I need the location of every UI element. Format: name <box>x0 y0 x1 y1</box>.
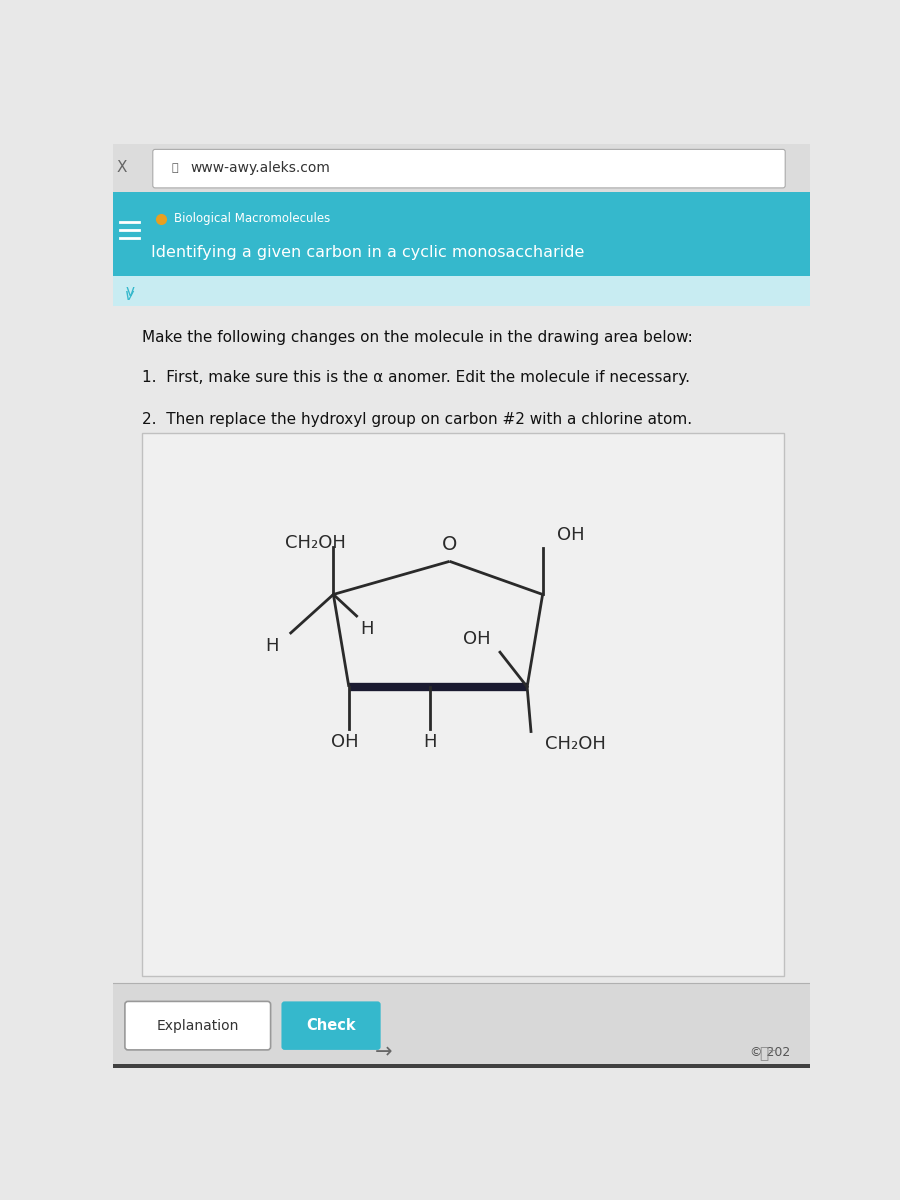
Text: →: → <box>375 1043 392 1063</box>
FancyBboxPatch shape <box>282 1001 381 1050</box>
Text: Explanation: Explanation <box>157 1019 238 1033</box>
Text: H: H <box>266 637 279 655</box>
Text: 🔒: 🔒 <box>171 163 178 173</box>
Text: ⓘ⁺: ⓘ⁺ <box>759 1045 776 1060</box>
Text: Make the following changes on the molecule in the drawing area below:: Make the following changes on the molecu… <box>142 330 693 346</box>
Text: CH₂OH: CH₂OH <box>285 534 346 552</box>
FancyBboxPatch shape <box>112 306 810 1068</box>
Text: OH: OH <box>464 630 490 648</box>
FancyBboxPatch shape <box>153 149 785 188</box>
Text: Biological Macromolecules: Biological Macromolecules <box>175 212 331 226</box>
FancyBboxPatch shape <box>112 1064 810 1068</box>
Text: 2.  Then replace the hydroxyl group on carbon #2 with a chlorine atom.: 2. Then replace the hydroxyl group on ca… <box>142 412 692 427</box>
FancyBboxPatch shape <box>112 276 810 306</box>
Text: 1.  First, make sure this is the α anomer. Edit the molecule if necessary.: 1. First, make sure this is the α anomer… <box>142 371 690 385</box>
FancyBboxPatch shape <box>112 144 810 192</box>
FancyBboxPatch shape <box>125 1001 271 1050</box>
Text: H: H <box>361 620 374 638</box>
Text: O: O <box>442 535 457 553</box>
Text: CH₂OH: CH₂OH <box>544 736 606 754</box>
FancyBboxPatch shape <box>112 983 810 1068</box>
FancyBboxPatch shape <box>112 192 810 276</box>
Text: Identifying a given carbon in a cyclic monosaccharide: Identifying a given carbon in a cyclic m… <box>151 245 585 260</box>
Text: Check: Check <box>306 1018 356 1033</box>
Text: v: v <box>125 283 134 299</box>
Text: © 202: © 202 <box>751 1046 790 1060</box>
Text: H: H <box>424 733 437 751</box>
Text: OH: OH <box>331 733 359 751</box>
FancyBboxPatch shape <box>142 433 784 976</box>
Text: OH: OH <box>556 527 584 545</box>
Text: v: v <box>125 288 134 304</box>
Text: www-awy.aleks.com: www-awy.aleks.com <box>190 161 330 175</box>
Text: X: X <box>117 161 127 175</box>
